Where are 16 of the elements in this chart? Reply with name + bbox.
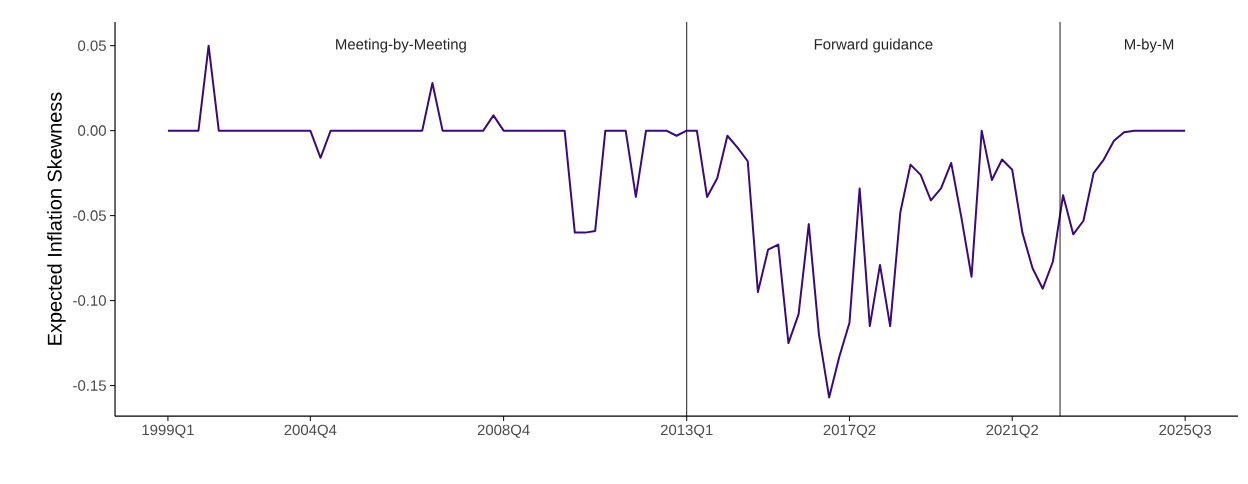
x-tick-label: 2004Q4 xyxy=(284,424,337,438)
x-tick-label: 1999Q1 xyxy=(142,424,194,438)
annotation: Forward guidance xyxy=(814,38,933,53)
x-tick-label: 2021Q2 xyxy=(986,424,1039,438)
y-tick-label: 0.05 xyxy=(78,40,106,52)
y-tick-label: 0.00 xyxy=(78,125,106,137)
y-tick-label: -0.15 xyxy=(73,380,106,391)
annotation: M-by-M xyxy=(1124,38,1174,53)
x-tick-label: 2013Q1 xyxy=(660,424,713,438)
x-tick-label: 2008Q4 xyxy=(477,424,530,438)
x-tick-label: 2025Q3 xyxy=(1159,424,1212,438)
annotation: Meeting-by-Meeting xyxy=(336,38,466,53)
x-tick-label: 2017Q2 xyxy=(823,424,876,438)
y-axis-title: Expected Inflation Skewness xyxy=(47,92,66,345)
y-tick-label: -0.05 xyxy=(73,210,106,221)
y-tick-label: -0.10 xyxy=(73,295,106,306)
